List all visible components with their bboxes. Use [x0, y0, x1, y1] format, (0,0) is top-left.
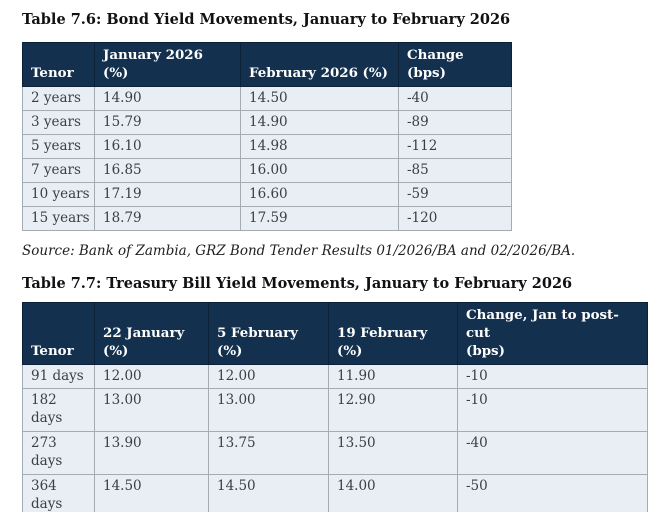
value-cell: 12.00: [94, 364, 209, 389]
tenor-cell: 10 years: [22, 182, 95, 207]
value-cell: 14.50: [94, 474, 209, 512]
tenor-cell: 15 years: [22, 206, 95, 231]
value-cell: 14.00: [328, 474, 458, 512]
value-cell: -10: [457, 388, 648, 432]
bond-yield-table: Tenor January 2026 (%) February 2026 (%) Ch…: [22, 42, 512, 231]
value-cell: -59: [398, 182, 512, 207]
value-cell: 14.98: [240, 134, 399, 159]
value-cell: 11.90: [328, 364, 458, 389]
column-header: 22 January (%): [94, 302, 209, 365]
value-cell: -112: [398, 134, 512, 159]
tenor-cell: 273 days: [22, 431, 95, 475]
value-cell: 13.50: [328, 431, 458, 475]
value-cell: -120: [398, 206, 512, 231]
header-row: Tenor 22 January (%) 5 February (%) 19 Febr…: [22, 302, 648, 365]
tenor-cell: 2 years: [22, 86, 95, 111]
value-cell: -40: [398, 86, 512, 111]
column-header: Tenor: [22, 42, 95, 87]
column-header: 5 February (%): [208, 302, 329, 365]
value-cell: -40: [457, 431, 648, 475]
value-cell: 13.75: [208, 431, 329, 475]
column-header: 19 February (%): [328, 302, 458, 365]
table-row: 10 years 17.19 16.60 -59: [22, 182, 512, 207]
table-row: 3 years 15.79 14.90 -89: [22, 110, 512, 135]
table-row: 15 years 18.79 17.59 -120: [22, 206, 512, 231]
table-7-6-source: Source: Bank of Zambia, GRZ Bond Tender …: [22, 243, 576, 259]
value-cell: 13.90: [94, 431, 209, 475]
value-cell: 14.90: [94, 86, 241, 111]
bond-yield-table-body: 2 years 14.90 14.50 -40 3 years 15.79 14.90 -89…: [22, 86, 512, 231]
column-header: Change, Jan to post-cut (bps): [457, 302, 648, 365]
table-row: 2 years 14.90 14.50 -40: [22, 86, 512, 111]
tenor-cell: 182 days: [22, 388, 95, 432]
value-cell: 16.85: [94, 158, 241, 183]
value-cell: 14.90: [240, 110, 399, 135]
value-cell: 17.59: [240, 206, 399, 231]
bond-yield-table-header: Tenor January 2026 (%) February 2026 (%) Ch…: [22, 42, 512, 87]
table-row: 273 days 13.90 13.75 13.50 -40: [22, 431, 648, 475]
column-header: Tenor: [22, 302, 95, 365]
value-cell: -50: [457, 474, 648, 512]
treasury-bill-table-header: Tenor 22 January (%) 5 February (%) 19 Febr…: [22, 302, 648, 365]
value-cell: 17.19: [94, 182, 241, 207]
value-cell: 16.10: [94, 134, 241, 159]
value-cell: 12.90: [328, 388, 458, 432]
tenor-cell: 91 days: [22, 364, 95, 389]
value-cell: 14.50: [208, 474, 329, 512]
column-header: Change (bps): [398, 42, 512, 87]
value-cell: -10: [457, 364, 648, 389]
value-cell: -89: [398, 110, 512, 135]
tenor-cell: 5 years: [22, 134, 95, 159]
treasury-bill-yield-table: Tenor 22 January (%) 5 February (%) 19 Febr…: [22, 302, 648, 512]
table-7-7-title: Table 7.7: Treasury Bill Yield Movements…: [22, 275, 573, 292]
table-row: 5 years 16.10 14.98 -112: [22, 134, 512, 159]
value-cell: 15.79: [94, 110, 241, 135]
value-cell: 12.00: [208, 364, 329, 389]
table-row: 364 days 14.50 14.50 14.00 -50: [22, 474, 648, 512]
table-row: 91 days 12.00 12.00 11.90 -10: [22, 364, 648, 389]
value-cell: 13.00: [208, 388, 329, 432]
tenor-cell: 3 years: [22, 110, 95, 135]
table-7-6-title: Table 7.6: Bond Yield Movements, January…: [22, 11, 511, 28]
value-cell: 16.00: [240, 158, 399, 183]
value-cell: 18.79: [94, 206, 241, 231]
value-cell: -85: [398, 158, 512, 183]
tenor-cell: 7 years: [22, 158, 95, 183]
value-cell: 13.00: [94, 388, 209, 432]
table-row: 182 days 13.00 13.00 12.90 -10: [22, 388, 648, 432]
treasury-bill-table-body: 91 days 12.00 12.00 11.90 -10 182 days 13.00 13…: [22, 364, 648, 512]
table-row: 7 years 16.85 16.00 -85: [22, 158, 512, 183]
tenor-cell: 364 days: [22, 474, 95, 512]
value-cell: 14.50: [240, 86, 399, 111]
column-header: January 2026 (%): [94, 42, 241, 87]
header-row: Tenor January 2026 (%) February 2026 (%) Ch…: [22, 42, 512, 87]
column-header: February 2026 (%): [240, 42, 399, 87]
value-cell: 16.60: [240, 182, 399, 207]
